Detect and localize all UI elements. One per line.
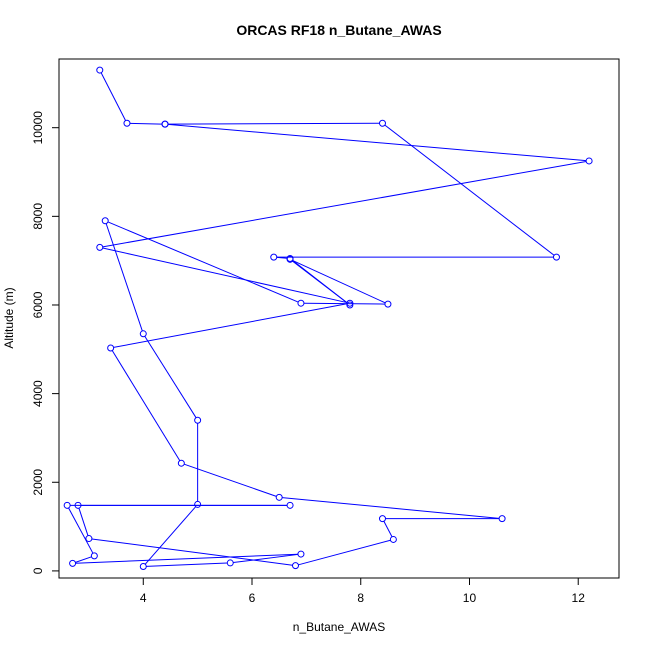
data-point (585, 157, 593, 165)
data-point (177, 459, 185, 467)
data-point (384, 300, 392, 308)
data-point (139, 330, 147, 338)
y-tick-label: 8000 (31, 203, 45, 230)
data-point (498, 515, 506, 523)
series-line-segment (91, 538, 293, 566)
y-tick-label: 2000 (31, 469, 45, 496)
plot-area-frame (58, 58, 620, 579)
data-point (85, 535, 93, 543)
data-point (63, 501, 71, 509)
data-point (286, 501, 294, 509)
data-point (123, 119, 131, 127)
data-point (346, 299, 354, 307)
series-line-segment (111, 350, 181, 461)
x-axis-label: n_Butane_AWAS (293, 620, 386, 634)
data-point (270, 253, 278, 261)
data-point (161, 120, 169, 128)
x-tick-label: 10 (463, 591, 477, 605)
series-line-segment (113, 303, 348, 348)
series-line-segment (129, 122, 163, 125)
series-line-segment (282, 497, 500, 519)
data-point (139, 562, 147, 570)
x-tick-label: 6 (249, 591, 256, 605)
series-line-segment (183, 463, 277, 497)
chart-title: ORCAS RF18 n_Butane_AWAS (236, 22, 441, 38)
series-line-segment (75, 556, 92, 563)
series-line-segment (100, 72, 127, 121)
series-line-segment (75, 553, 298, 564)
y-axis: 0 2000 4000 6000 8000 10000 (31, 111, 59, 574)
series-line-segment (233, 553, 299, 564)
series-line-segment (107, 221, 299, 303)
data-point (286, 255, 294, 263)
y-axis-label: Altitude (m) (2, 287, 16, 348)
x-tick-label: 12 (572, 591, 586, 605)
series-line-segment (384, 124, 555, 256)
data-point (389, 535, 397, 543)
y-tick-label: 6000 (31, 291, 45, 318)
x-tick-label: 4 (140, 591, 147, 605)
data-point (96, 66, 104, 74)
data-point (69, 559, 77, 567)
data-point (378, 119, 386, 127)
series-line-segment (144, 506, 197, 565)
series-line-segment (68, 507, 94, 554)
series-line-segment (78, 508, 89, 536)
series-line-segment (298, 539, 391, 566)
series-line-segment (105, 223, 143, 332)
data-point (90, 552, 98, 560)
series-line-segment (102, 247, 348, 304)
data-point (107, 344, 115, 352)
series-line-segment (144, 336, 197, 418)
y-tick-label: 0 (31, 567, 45, 574)
data-point (297, 299, 305, 307)
series-line-segment (383, 521, 393, 538)
series-line-segment (102, 160, 587, 248)
x-tick-label: 8 (357, 591, 364, 605)
x-axis: 4 6 8 10 12 (140, 578, 585, 605)
data-point (194, 416, 202, 424)
data-point (292, 562, 300, 570)
data-point (378, 515, 386, 523)
data-point (101, 217, 109, 225)
data-point (275, 493, 283, 501)
series-layer (63, 66, 593, 570)
series-line-segment (146, 562, 228, 567)
series-line-segment (292, 260, 348, 304)
data-point (74, 501, 82, 509)
series-line-segment (167, 123, 587, 162)
series-line-segment (303, 302, 385, 305)
data-point (552, 253, 560, 261)
data-point (96, 243, 104, 251)
series-line-segment (168, 122, 380, 125)
y-tick-label: 10000 (31, 111, 45, 145)
series-line-segment (292, 260, 386, 304)
data-point (297, 550, 305, 558)
y-tick-label: 4000 (31, 380, 45, 407)
data-point (226, 559, 234, 567)
data-point (194, 500, 202, 508)
series-line-segment (276, 256, 288, 259)
